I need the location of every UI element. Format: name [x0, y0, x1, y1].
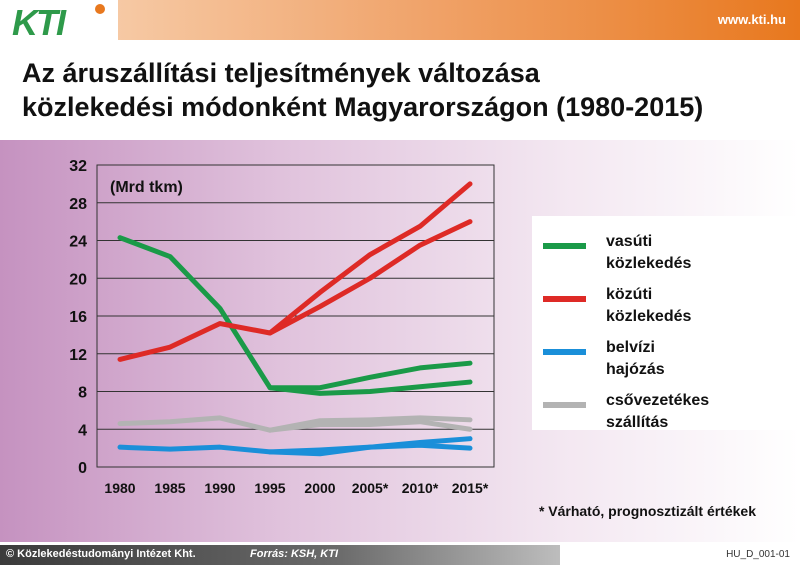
legend-label-inland_water-2: hajózás: [606, 361, 665, 378]
unit-label: (Mrd tkm): [110, 179, 183, 196]
legend-label-pipeline-2: szállítás: [606, 414, 668, 431]
y-tick-label: 24: [69, 234, 87, 251]
page-title: Az áruszállítási teljesítmények változás…: [22, 56, 782, 124]
footnote: * Várható, prognosztizált értékek: [539, 503, 756, 519]
x-tick-label: 2015*: [452, 480, 489, 496]
series-layer: [117, 181, 473, 457]
title-line-2: közlekedési módonként Magyarországon (19…: [22, 92, 704, 122]
x-tick-label: 2005*: [352, 480, 389, 496]
slide-code: HU_D_001-01: [726, 549, 790, 560]
title-line-1: Az áruszállítási teljesítmények változás…: [22, 58, 540, 88]
series-line-rail-alt: [267, 360, 473, 391]
header-bar: KTI www.kti.hu: [0, 0, 800, 44]
legend-label-rail: vasúti: [606, 233, 652, 250]
copyright-text: © Közlekedéstudományi Intézet Kht.: [6, 548, 196, 560]
series-line-road: [117, 219, 473, 362]
legend-label-inland_water: belvízi: [606, 339, 655, 356]
x-tick-label: 2000: [304, 480, 335, 496]
legend-label-road-2: közlekedés: [606, 308, 691, 325]
kti-logo: KTI: [12, 2, 105, 42]
y-tick-label: 4: [78, 422, 87, 439]
legend-label-rail-2: közlekedés: [606, 255, 691, 272]
series-line-inland_water-alt: [267, 436, 473, 457]
x-tick-label: 1980: [104, 480, 135, 496]
y-tick-label: 0: [78, 460, 87, 477]
svg-text:KTI: KTI: [12, 2, 67, 42]
footer: © Közlekedéstudományi Intézet Kht. Forrá…: [0, 545, 800, 565]
legend-box: [532, 216, 796, 430]
x-tick-label: 1985: [154, 480, 185, 496]
footer-band: © Közlekedéstudományi Intézet Kht. Forrá…: [0, 545, 560, 565]
x-tick-label: 1995: [254, 480, 285, 496]
series-line-rail: [117, 235, 473, 396]
legend: vasúti közlekedés közúti közlekedés belvízi h…: [532, 216, 796, 431]
x-tick-label: 2010*: [402, 480, 439, 496]
y-tick-label: 12: [69, 347, 87, 364]
legend-label-pipeline: csővezetékes: [606, 392, 709, 409]
series-line-road-alt: [267, 181, 473, 336]
line-chart: 0 4 8 12 16 20 24 28 32 1980 1985 1990 1995 2000 2005*…: [69, 158, 796, 519]
y-tick-label: 20: [69, 271, 87, 288]
y-tick-label: 8: [78, 385, 87, 402]
website-url[interactable]: www.kti.hu: [717, 12, 786, 27]
y-tick-label: 32: [69, 158, 87, 175]
source-text: Forrás: KSH, KTI: [250, 548, 339, 560]
series-line-pipeline-alt: [267, 419, 473, 433]
axis-layer: 0 4 8 12 16 20 24 28 32 1980 1985 1990 1995 2000 2005*…: [69, 158, 489, 496]
header-band: www.kti.hu: [118, 0, 800, 40]
y-tick-label: 16: [69, 309, 87, 326]
legend-label-road: közúti: [606, 286, 652, 303]
y-tick-label: 28: [69, 196, 87, 213]
x-tick-label: 1990: [204, 480, 235, 496]
